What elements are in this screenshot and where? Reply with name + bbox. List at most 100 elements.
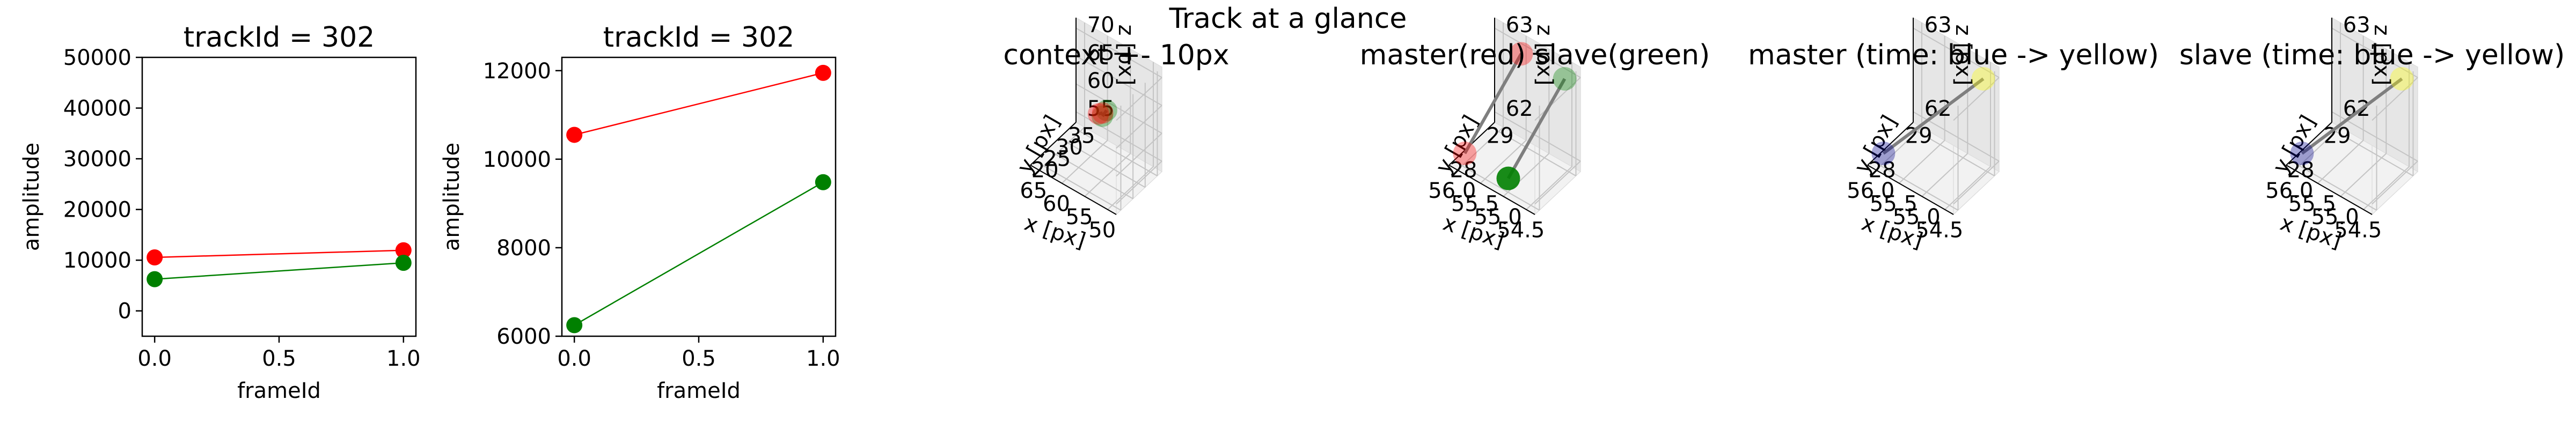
- line-chart-2: trackId = 302 0.0 0.5 1.0 6000 8000 10000 12000…: [440, 21, 840, 403]
- grid-line: [1071, 126, 1158, 176]
- grid-line: [1075, 27, 1162, 78]
- data-point: [395, 242, 412, 258]
- data-point: [1087, 103, 1109, 125]
- grid-line: [1494, 27, 1581, 78]
- y-tick-label: 30: [1056, 135, 1083, 160]
- y-tick-label: 28: [1450, 158, 1477, 183]
- grid-line: [1116, 132, 1162, 177]
- grid-line: [1035, 160, 1121, 211]
- x-axis-label: frameId: [657, 379, 741, 403]
- x-axis-line: [1867, 165, 1954, 215]
- series-line: [574, 181, 824, 326]
- series-line: [155, 262, 404, 280]
- x-tick-label: 0.5: [682, 346, 716, 371]
- z-tick-label: 63: [2343, 13, 2370, 38]
- x-tick-label: 0.0: [137, 346, 172, 371]
- grid-line: [2372, 160, 2418, 205]
- grid-line: [1453, 160, 1540, 211]
- data-point: [1553, 66, 1577, 91]
- grid-line: [1046, 149, 1133, 199]
- z-tick-label: 65: [1087, 41, 1115, 65]
- y-tick-label: 20: [1031, 158, 1059, 183]
- plot-frame: [141, 56, 417, 337]
- x-tick-label: 55.5: [1451, 191, 1499, 216]
- data-point: [566, 127, 583, 143]
- x-tick-label: 0.0: [557, 346, 591, 371]
- x-tick-label: 1.0: [806, 346, 840, 371]
- y-tick-label: 0: [118, 299, 131, 324]
- grid-line: [1075, 55, 1162, 106]
- grid-line: [2363, 166, 2410, 210]
- x-tick-label: 55.5: [2288, 191, 2336, 216]
- data-point: [1871, 142, 1896, 166]
- grid-line: [2290, 160, 2377, 211]
- y-axis-label: amplitude: [19, 143, 44, 251]
- grid-line: [1944, 166, 1991, 210]
- grid-line: [1872, 160, 1958, 211]
- data-point: [2390, 66, 2414, 91]
- grid-line: [1953, 160, 2000, 205]
- grid-line: [1534, 160, 1581, 205]
- z-tick-label: 63: [1924, 13, 1952, 38]
- y-axis-label: amplitude: [440, 143, 464, 251]
- y-tick-label: 25: [1043, 146, 1071, 171]
- track-segment: [1101, 109, 1108, 117]
- grid-line: [2331, 27, 2418, 78]
- chart-title: trackId = 302: [184, 21, 375, 54]
- grid-line: [1075, 83, 1162, 134]
- track-segment: [1882, 77, 1985, 155]
- grid-line: [1921, 153, 1968, 197]
- grid-line: [1116, 77, 1162, 121]
- x-tick-label: 56.0: [1847, 179, 1894, 203]
- y-tick-label: 50000: [63, 46, 131, 70]
- data-point: [2290, 142, 2314, 166]
- data-point: [1496, 166, 1520, 190]
- chart-title: slave (time: blue -> yellow): [2179, 39, 2565, 71]
- x-axis-line: [1448, 165, 1535, 215]
- data-point: [1092, 105, 1114, 127]
- z-tick-label: 62: [1924, 97, 1952, 121]
- grid-line: [1061, 140, 1108, 184]
- charts-layer: trackId = 302 0.0 0.5 1.0 0 10000 20000 30000 40…: [19, 13, 2565, 403]
- data-point: [1092, 102, 1114, 124]
- z-tick-label: 62: [1506, 97, 1533, 121]
- grid-line: [2317, 140, 2364, 184]
- figure-title: Track at a glance: [1169, 3, 1407, 35]
- grid-line: [2340, 153, 2387, 197]
- y-tick-label: 10000: [483, 147, 551, 172]
- y-tick-label: 10000: [63, 248, 131, 273]
- line-chart-1: trackId = 302 0.0 0.5 1.0 0 10000 20000 30000 40…: [19, 21, 421, 403]
- grid-line: [1953, 77, 2000, 121]
- x-tick-label: 55.0: [2311, 205, 2359, 230]
- x-tick-label: 65: [1020, 179, 1047, 203]
- track-segment: [2301, 77, 2403, 155]
- z-axis-label: z [px]: [1951, 25, 1975, 86]
- data-point: [1453, 142, 1477, 166]
- grid-line: [1457, 127, 1504, 171]
- data-point: [815, 64, 831, 81]
- y-tick-label: 29: [1487, 124, 1514, 149]
- x-tick-label: 55.0: [1474, 205, 1522, 230]
- z-axis-label: z [px]: [1114, 25, 1138, 86]
- x-tick-label: 56.0: [1428, 179, 1476, 203]
- grid-line: [1116, 160, 1162, 205]
- z-tick-label: 63: [1506, 13, 1533, 38]
- x-axis-line: [2286, 165, 2373, 215]
- track-segment: [1098, 111, 1103, 116]
- data-point: [1509, 42, 1533, 66]
- x-tick-label: 60: [1043, 191, 1070, 216]
- data-point: [395, 255, 412, 271]
- z-tick-label: 60: [1087, 69, 1115, 93]
- chart-title: context +- 10px: [1003, 39, 1229, 71]
- x-tick-label: 55.5: [1870, 191, 1918, 216]
- grid-line: [1876, 127, 1922, 171]
- y-tick-label: 8000: [496, 236, 551, 261]
- y-axis-line: [2286, 122, 2332, 166]
- y-tick-label: 30000: [63, 147, 131, 172]
- grid-line: [2327, 126, 2413, 176]
- z-tick-label: 62: [2343, 97, 2370, 121]
- z-axis-label: z [px]: [2369, 25, 2394, 86]
